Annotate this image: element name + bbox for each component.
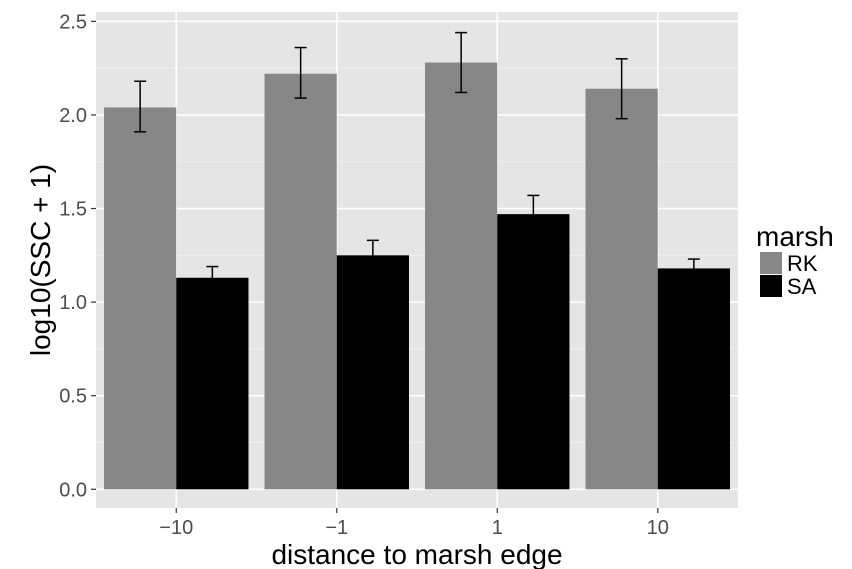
x-axis-ticks: −10 −1 1 10 <box>159 508 669 539</box>
y-axis-title: log10(SSC + 1) <box>25 164 56 356</box>
y-tick-label: 1.5 <box>59 199 87 221</box>
x-tick-label: 10 <box>647 517 669 539</box>
bars <box>104 62 730 490</box>
legend-key-rk <box>760 252 782 274</box>
bar-sa <box>176 277 249 490</box>
y-axis-ticks: 0.0 0.5 1.0 1.5 2.0 2.5 <box>59 11 96 501</box>
y-tick-label: 1.0 <box>59 292 87 314</box>
y-tick-label: 0.0 <box>59 479 87 501</box>
legend-key-sa <box>760 275 782 297</box>
x-tick-label: −1 <box>325 517 348 539</box>
bar-rk <box>585 88 658 490</box>
bar-rk <box>425 62 498 490</box>
bar-rk <box>264 73 337 490</box>
error-bars <box>134 31 700 288</box>
bar-sa <box>497 214 570 490</box>
x-tick-label: −10 <box>159 517 193 539</box>
y-tick-label: 0.5 <box>59 386 87 408</box>
bar-sa <box>657 268 730 490</box>
legend-label-sa: SA <box>787 274 817 299</box>
y-tick-label: 2.5 <box>59 11 87 33</box>
bar-sa <box>336 255 409 490</box>
legend-title: marsh <box>756 221 834 252</box>
legend-label-rk: RK <box>787 251 818 276</box>
bar-rk <box>104 107 177 490</box>
x-axis-title: distance to marsh edge <box>271 539 562 569</box>
y-tick-label: 2.0 <box>59 105 87 127</box>
x-tick-label: 1 <box>492 517 503 539</box>
